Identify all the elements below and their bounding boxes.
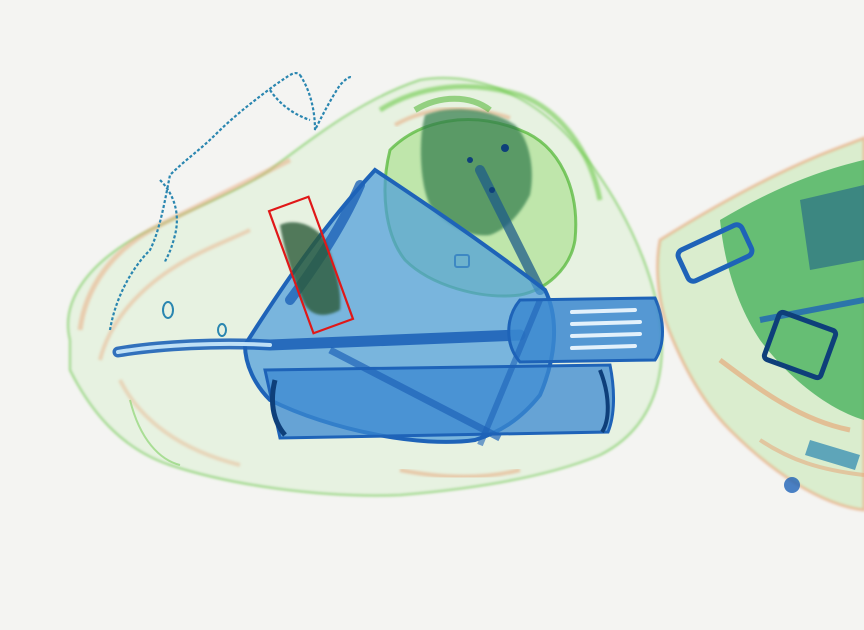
spatula-icon <box>112 296 664 447</box>
chain-icon <box>108 71 353 337</box>
second-bag-icon <box>656 136 864 512</box>
detection-box <box>267 195 355 335</box>
